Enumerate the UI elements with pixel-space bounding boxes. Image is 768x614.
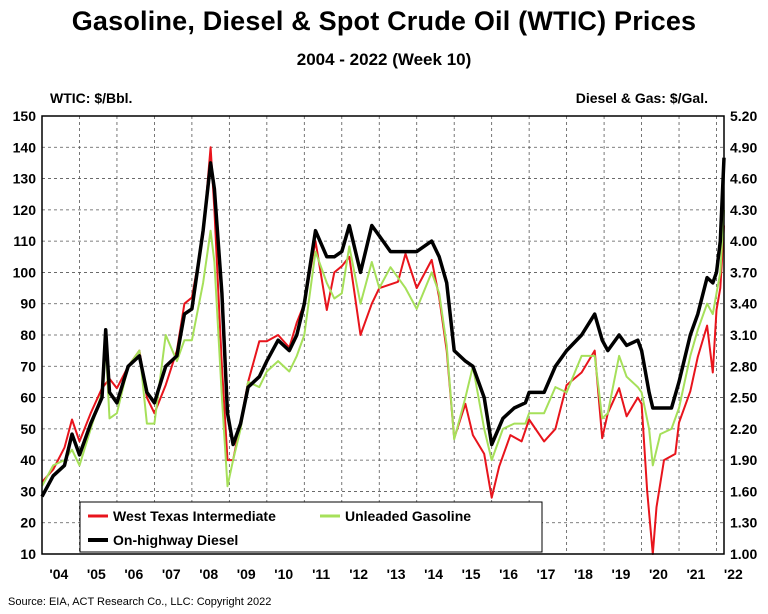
right-axis-title: Diesel & Gas: $/Gal. [575, 90, 708, 106]
right-tick-label: 1.60 [730, 483, 757, 499]
plot-border [41, 115, 725, 555]
right-axis-ticks: 5.20 4.90 4.60 4.30 4.00 3.70 3.40 3.10 2.80 2.50… [730, 108, 757, 562]
left-tick-label: 40 [20, 452, 36, 468]
x-tick-label: '13 [387, 566, 406, 582]
x-tick-label: '10 [274, 566, 293, 582]
right-tick-label: 4.30 [730, 202, 757, 218]
x-tick-label: '06 [124, 566, 143, 582]
x-tick-label: '20 [649, 566, 668, 582]
x-tick-label: '15 [462, 566, 481, 582]
series-lines [40, 146, 726, 555]
right-tick-label: 3.70 [730, 264, 757, 280]
left-tick-label: 30 [20, 483, 36, 499]
left-tick-label: 50 [20, 421, 36, 437]
right-tick-label: 2.50 [730, 390, 757, 406]
left-tick-label: 140 [13, 139, 37, 155]
x-tick-label: '11 [312, 566, 330, 582]
left-tick-label: 20 [20, 515, 36, 531]
gasoline-line [41, 209, 725, 488]
legend-label-wti: West Texas Intermediate [113, 508, 276, 524]
source-note: Source: EIA, ACT Research Co., LLC: Copy… [8, 596, 272, 608]
left-tick-label: 110 [13, 233, 36, 249]
x-tick-label: '12 [349, 566, 368, 582]
left-tick-label: 130 [13, 171, 37, 187]
x-tick-label: '19 [611, 566, 630, 582]
legend-box [79, 501, 543, 553]
right-tick-label: 4.00 [730, 233, 757, 249]
left-tick-label: 90 [20, 296, 36, 312]
right-tick-label: 3.40 [730, 296, 757, 312]
x-tick-label: '17 [537, 566, 556, 582]
wti-line [41, 146, 725, 555]
left-axis-ticks: 150 140 130 120 110 100 90 80 70 60 50 40 30 20 10 [13, 108, 37, 562]
x-tick-label: '21 [686, 566, 705, 582]
chart-subtitle: 2004 - 2022 (Week 10) [296, 50, 472, 69]
left-tick-label: 60 [20, 390, 36, 406]
chart-title: Gasoline, Diesel & Spot Crude Oil (WTIC)… [71, 6, 697, 36]
x-tick-label: '08 [199, 566, 218, 582]
x-tick-label: '22 [724, 566, 743, 582]
right-tick-label: 1.00 [730, 546, 757, 562]
diesel-line [40, 157, 726, 498]
x-axis-ticks: '04 '05 '06 '07 '08 '09 '10 '11 '12 '13 '14 '15 '16 '… [49, 566, 743, 582]
right-tick-label: 2.80 [730, 358, 757, 374]
left-tick-label: 70 [20, 358, 36, 374]
legend-label-gasoline: Unleaded Gasoline [345, 508, 471, 524]
legend-label-diesel: On-highway Diesel [113, 532, 238, 548]
x-tick-label: '16 [499, 566, 518, 582]
x-tick-label: '04 [49, 566, 68, 582]
x-tick-label: '14 [424, 566, 443, 582]
right-tick-label: 1.90 [730, 452, 757, 468]
x-tick-label: '05 [87, 566, 106, 582]
left-tick-label: 100 [13, 264, 37, 280]
legend: West Texas Intermediate Unleaded Gasolin… [79, 501, 543, 553]
right-tick-label: 5.20 [730, 108, 757, 124]
right-tick-label: 3.10 [730, 327, 757, 343]
left-axis-title: WTIC: $/Bbl. [50, 90, 133, 106]
left-tick-label: 80 [20, 327, 36, 343]
left-tick-label: 10 [20, 546, 36, 562]
right-tick-label: 4.90 [730, 139, 757, 155]
x-tick-label: '18 [574, 566, 593, 582]
left-tick-label: 150 [13, 108, 37, 124]
right-tick-label: 4.60 [730, 171, 757, 187]
left-tick-label: 120 [13, 202, 37, 218]
x-tick-label: '09 [237, 566, 256, 582]
right-tick-label: 2.20 [730, 421, 757, 437]
x-tick-label: '07 [162, 566, 181, 582]
right-tick-label: 1.30 [730, 515, 757, 531]
gridlines [41, 115, 724, 555]
